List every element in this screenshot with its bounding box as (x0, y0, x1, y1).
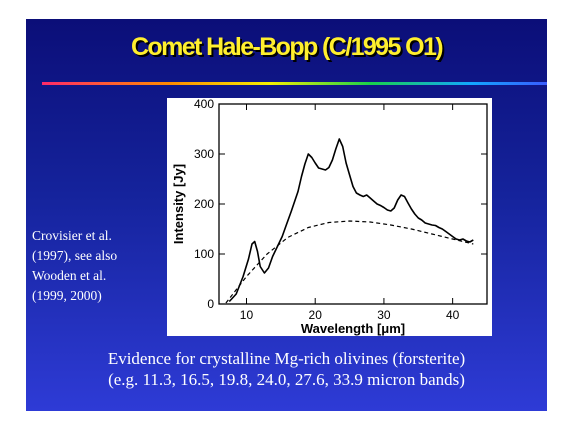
citation-text: Crovisier et al. (1997), see also Wooden… (32, 226, 162, 306)
y-tick-label: 200 (194, 197, 214, 211)
chart-panel: 10 20 30 40 0 100 200 300 400 Wavelength [μm] Inte… (167, 98, 492, 336)
y-tick-label: 0 (207, 297, 214, 311)
x-tick-label: 20 (309, 308, 323, 322)
citation-line: (1999, 2000) (32, 288, 102, 303)
rainbow-divider (42, 82, 547, 85)
x-tick-label: 30 (377, 308, 391, 322)
y-tick-label: 300 (194, 147, 214, 161)
citation-line: Wooden et al. (32, 268, 107, 283)
citation-line: (1997), see also (32, 248, 118, 263)
caption-line: Evidence for crystalline Mg-rich olivine… (107, 349, 466, 368)
spectrum-line (228, 138, 474, 303)
y-tick-label: 400 (194, 98, 214, 111)
slide-title: Comet Hale-Bopp (C/1995 O1) (130, 33, 444, 61)
x-axis-label: Wavelength [μm] (301, 321, 405, 336)
x-tick-label: 40 (446, 308, 460, 322)
continuum-dashed-line (225, 220, 474, 304)
caption-line: (e.g. 11.3, 16.5, 19.8, 24.0, 27.6, 33.9… (108, 370, 465, 389)
plot-frame (218, 103, 488, 305)
x-tick-label: 10 (240, 308, 254, 322)
slide: Comet Hale-Bopp (C/1995 O1) 10 20 30 40 0 100… (26, 19, 547, 411)
citation-line: Crovisier et al. (32, 228, 112, 243)
y-axis-label: Intensity [Jy] (171, 164, 186, 244)
caption-text: Evidence for crystalline Mg-rich olivine… (26, 348, 547, 390)
y-tick-label: 100 (194, 247, 214, 261)
